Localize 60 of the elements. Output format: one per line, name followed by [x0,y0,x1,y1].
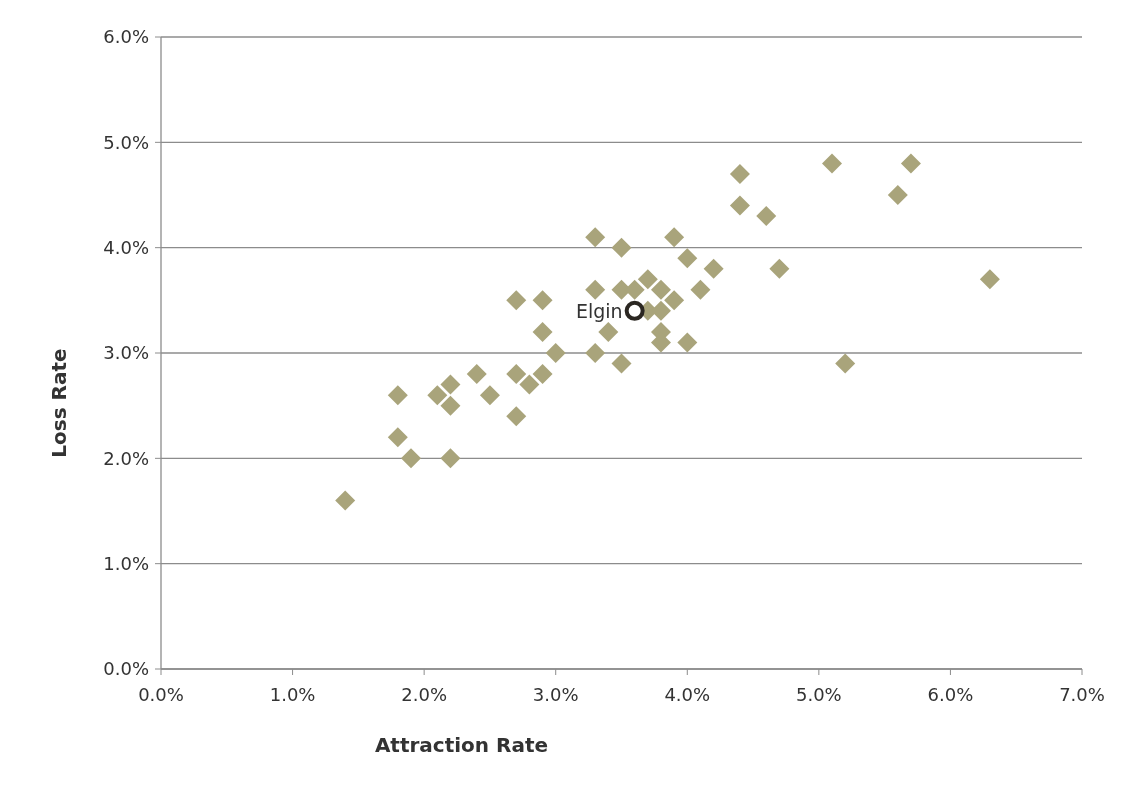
y-tick-label: 6.0% [103,26,149,48]
x-tick-label: 2.0% [401,684,448,705]
point [585,343,606,363]
point [400,448,421,469]
x-tick-label: 3.0% [532,684,579,705]
point [729,195,750,216]
point [506,364,527,385]
point [532,290,553,311]
point [598,321,619,342]
x-axis-title: Attraction Rate [374,733,549,757]
point [611,353,632,374]
point [466,364,487,385]
point [887,185,908,205]
x-tick-label: 7.0% [1059,684,1105,705]
x-tick-label: 6.0% [927,684,974,705]
x-tick-label: 1.0% [269,684,316,705]
point [690,279,711,300]
y-tick-label: 5.0% [103,131,149,153]
point [387,385,408,406]
y-tick-label: 1.0% [103,552,149,574]
point [900,153,921,174]
x-tick-label: 4.0% [664,684,711,705]
y-tick-label: 2.0% [103,447,149,469]
point [440,448,461,469]
point [624,300,645,321]
point [427,385,448,406]
point [769,258,790,279]
point [532,364,553,385]
point [532,321,553,342]
point [479,385,500,406]
point [677,248,698,269]
point [545,343,566,363]
x-tick-label: 5.0% [795,684,842,705]
point [611,237,632,258]
point [756,206,777,227]
y-tick-label: 4.0% [103,236,149,258]
point [506,406,527,427]
point [664,227,685,248]
point [387,427,408,448]
point [585,227,606,248]
point [440,395,461,416]
point [835,353,856,374]
y-tick-label: 0.0% [103,658,149,680]
point [664,290,685,311]
point [440,374,461,395]
series-label: Elgin [575,299,623,322]
point [822,153,843,174]
point [677,332,698,353]
point [637,269,658,290]
point [335,490,356,511]
x-tick-label: 0.0% [138,684,184,705]
point [703,258,724,279]
y-axis-title: Loss Rate [47,348,71,458]
y-tick-label: 3.0% [103,342,149,364]
point [650,279,671,300]
point [585,279,606,300]
point [979,269,1000,290]
point [506,290,527,311]
point [729,163,750,184]
point [519,374,540,395]
